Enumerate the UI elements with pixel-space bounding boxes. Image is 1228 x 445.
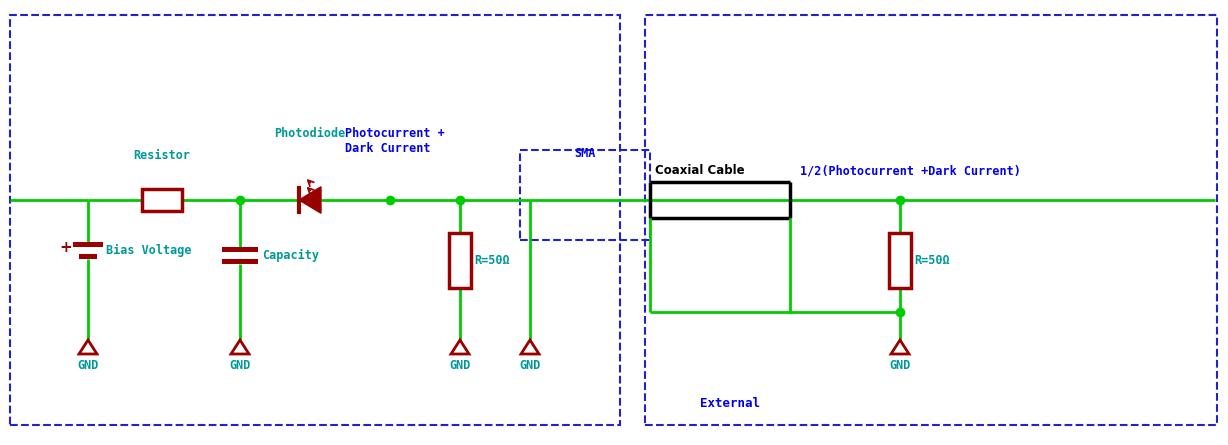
Text: R=50Ω: R=50Ω	[914, 254, 949, 267]
Text: External: External	[700, 397, 760, 410]
Text: GND: GND	[889, 359, 911, 372]
Text: Coaxial Cable: Coaxial Cable	[655, 164, 744, 177]
Text: Bias Voltage: Bias Voltage	[106, 243, 192, 257]
Text: GND: GND	[449, 359, 470, 372]
Text: SMA: SMA	[575, 147, 596, 160]
Bar	[519, 150, 650, 240]
Bar	[222, 259, 258, 263]
Text: 1/2(Photocurrent +Dark Current): 1/2(Photocurrent +Dark Current)	[799, 164, 1020, 177]
Text: R=50Ω: R=50Ω	[474, 254, 510, 267]
Text: Photodiode: Photodiode	[274, 127, 345, 140]
Text: Photocurrent +
Dark Current: Photocurrent + Dark Current	[345, 127, 445, 155]
Text: GND: GND	[77, 359, 98, 372]
Text: Capacity: Capacity	[262, 248, 319, 262]
Text: +: +	[60, 239, 72, 255]
Bar	[889, 232, 911, 287]
Bar	[449, 232, 472, 287]
Bar	[222, 247, 258, 251]
Bar	[10, 15, 620, 425]
Bar	[645, 15, 1217, 425]
Text: GND: GND	[230, 359, 251, 372]
Bar	[72, 242, 103, 247]
Polygon shape	[298, 187, 321, 213]
Text: GND: GND	[519, 359, 540, 372]
Text: Resistor: Resistor	[134, 149, 190, 162]
Bar	[142, 189, 182, 211]
Bar	[79, 254, 97, 259]
